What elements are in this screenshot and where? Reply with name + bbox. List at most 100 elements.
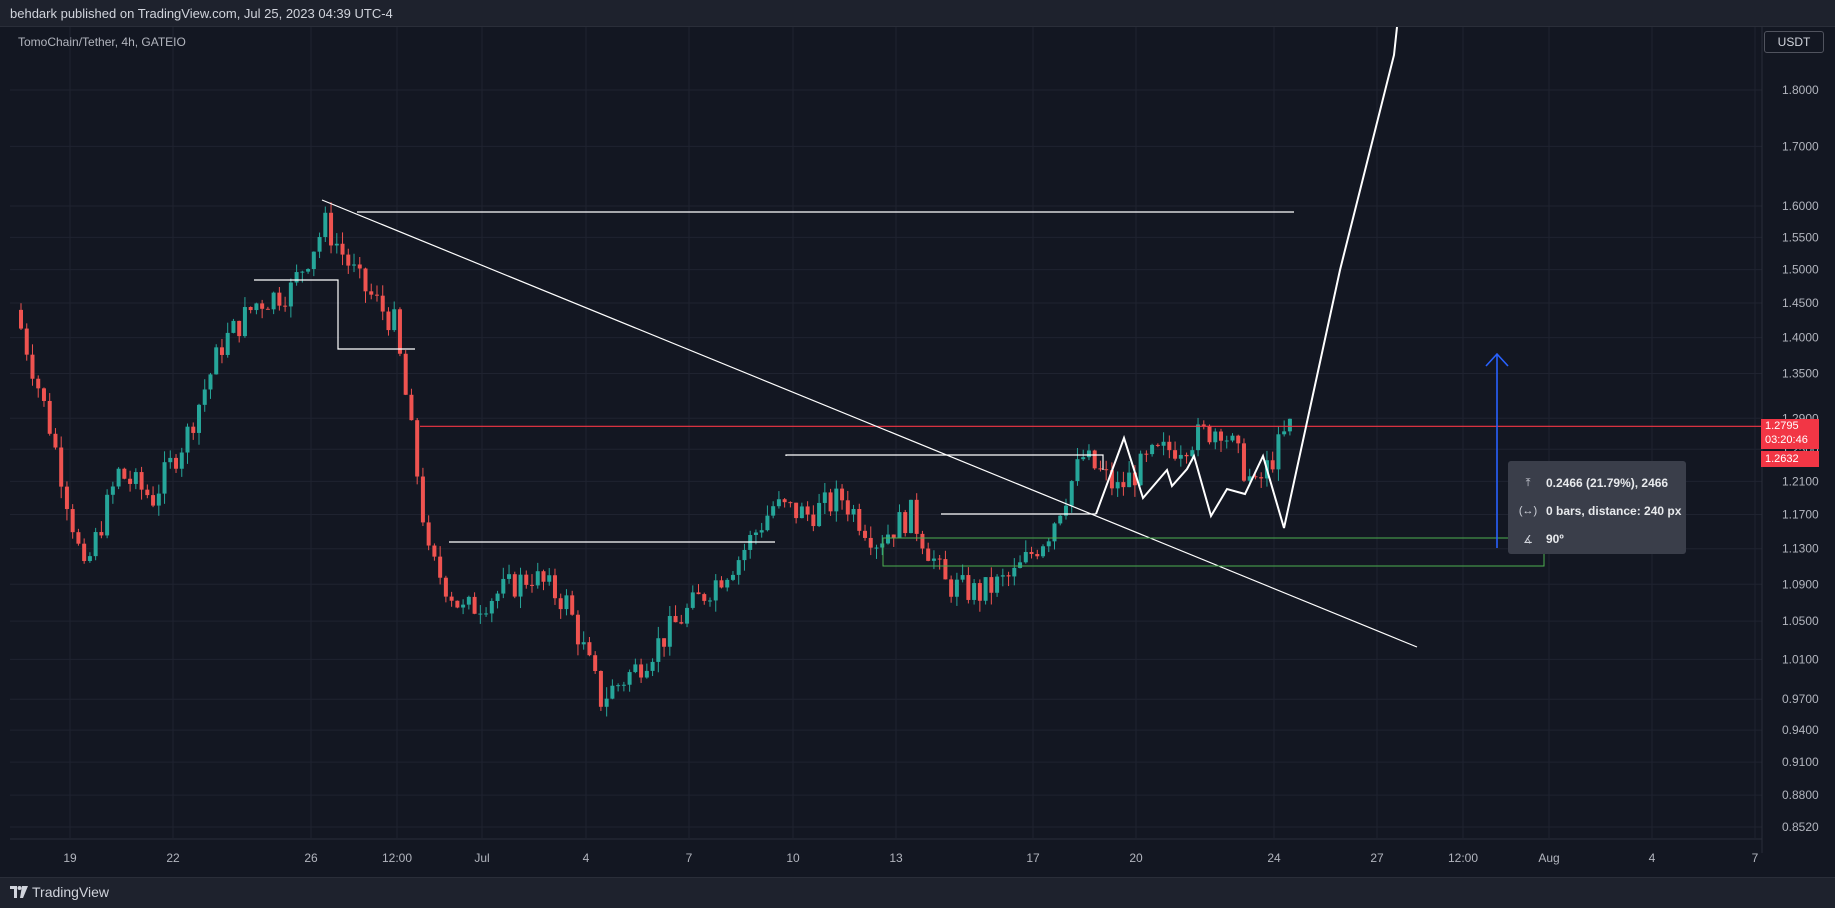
candle (1196, 417, 1201, 457)
candle (604, 687, 609, 717)
candle-body (811, 514, 816, 527)
candle-body (392, 309, 397, 331)
candle (736, 556, 741, 585)
candle-body (920, 533, 925, 549)
candle-body (397, 309, 402, 354)
candle (340, 232, 345, 266)
candle-body (1006, 575, 1011, 577)
candle (489, 598, 494, 623)
candle (983, 577, 988, 605)
candle-body (759, 530, 764, 533)
candle-body (1167, 441, 1172, 451)
candle (759, 522, 764, 538)
price-chart[interactable]: 1.8000 1.7000 1.6000 1.5500 1.5000 1.4500 1.40… (0, 27, 1835, 877)
time-tick-label: 12:00 (1448, 851, 1478, 865)
candle (1253, 474, 1258, 480)
candle-body (943, 559, 948, 580)
candle (1167, 435, 1172, 459)
candle-body (765, 515, 770, 531)
currency-button[interactable]: USDT (1764, 31, 1824, 53)
candle-body (294, 272, 299, 283)
candle (1287, 418, 1292, 436)
candle (1230, 433, 1235, 443)
candle-body (995, 576, 1000, 593)
candle (466, 595, 471, 610)
candle-body (59, 447, 64, 487)
candle (817, 493, 822, 528)
candle (662, 638, 667, 657)
candle-body (822, 492, 827, 503)
candle-body (87, 556, 92, 562)
candle (76, 528, 81, 546)
candle-body (323, 212, 328, 238)
price-tick-label: 0.9400 (1782, 723, 1819, 737)
candle-body (449, 596, 454, 601)
candle (840, 484, 845, 510)
candle-body (805, 506, 810, 515)
candle (1138, 450, 1143, 486)
candle (426, 515, 431, 551)
time-tick-label: 19 (63, 851, 77, 865)
candle-body (690, 592, 695, 608)
candle (306, 268, 311, 274)
projection-path (1095, 27, 1398, 529)
price-tick-label: 1.4000 (1782, 331, 1819, 345)
candle (30, 344, 35, 386)
candle-body (19, 309, 23, 329)
candle-body (1127, 472, 1132, 488)
candle-body (1109, 470, 1114, 489)
price-tick-label: 1.5000 (1782, 263, 1819, 277)
candle (914, 493, 919, 542)
tradingview-logo[interactable]: TradingView (10, 884, 109, 900)
candle (880, 534, 885, 556)
candle (587, 636, 592, 657)
candle-body (271, 292, 276, 310)
candle (799, 502, 804, 519)
candle (294, 264, 299, 286)
candle (128, 470, 133, 492)
candle-body (719, 580, 724, 588)
candle-body (24, 328, 29, 355)
measure-arrow-head (1485, 352, 1509, 367)
candle (168, 450, 173, 469)
candle-body (914, 499, 919, 534)
candle (851, 504, 856, 522)
candle-body (926, 548, 931, 561)
candle (1098, 460, 1103, 472)
candle (352, 253, 357, 273)
candle (570, 590, 575, 616)
candle-body (455, 600, 460, 608)
candle-body (363, 268, 368, 292)
time-tick-label: 4 (583, 851, 590, 865)
candle-body (507, 574, 512, 579)
candle-body (633, 664, 638, 673)
candle-body (1092, 450, 1097, 469)
candle-body (891, 534, 896, 539)
candle-body (64, 486, 69, 510)
candle-body (489, 600, 494, 614)
time-tick-label: 7 (1752, 851, 1759, 865)
candle-body (329, 212, 334, 246)
candle-body (673, 616, 678, 623)
candle-body (1230, 435, 1235, 441)
candle-body (903, 512, 908, 534)
candle (995, 574, 1000, 597)
candle-body (817, 502, 822, 527)
time-tick-label: 4 (1649, 851, 1656, 865)
measure-price-row: ⤒ 0.2466 (21.79%), 2466 (1508, 469, 1686, 497)
candle-body (409, 394, 414, 421)
candle-body (105, 494, 110, 536)
candle (834, 480, 839, 522)
candle-body (185, 426, 190, 453)
candle-body (1282, 431, 1287, 435)
candle-body (851, 509, 856, 515)
candle (897, 504, 902, 539)
candle-body (725, 579, 730, 588)
candle-body (1150, 444, 1155, 455)
measure-price-change: 0.2466 (21.79%), 2466 (1546, 476, 1669, 490)
candle-body (863, 530, 868, 538)
candle (730, 571, 735, 582)
candle-body (702, 594, 707, 601)
candle (478, 605, 483, 624)
candle-body (1075, 459, 1080, 482)
